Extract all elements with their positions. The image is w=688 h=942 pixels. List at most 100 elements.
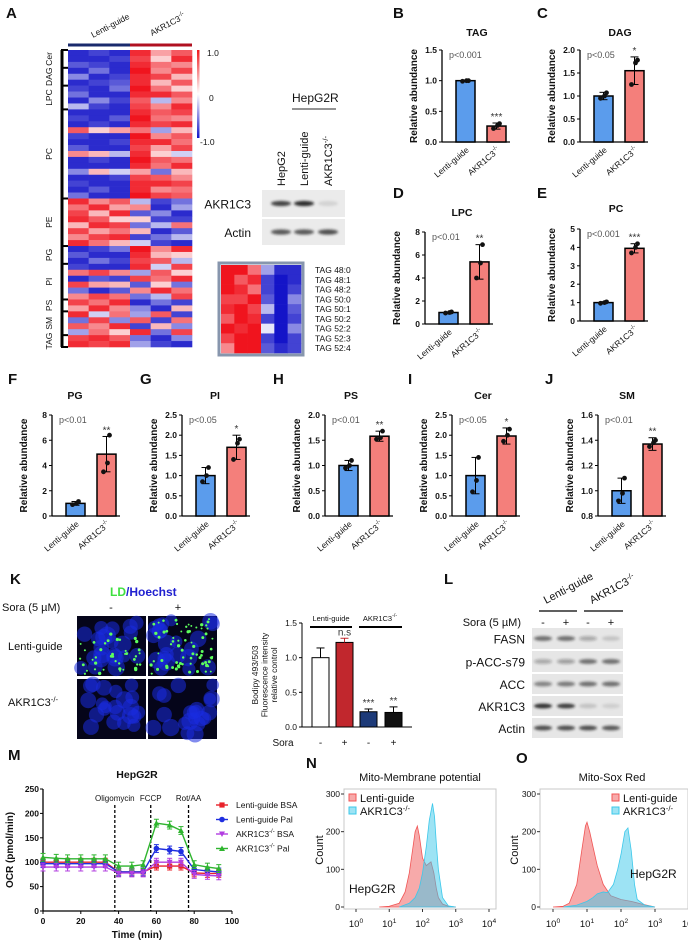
heatmap-cell <box>88 145 110 152</box>
blot-row-label: p-ACC-s79 <box>466 656 526 670</box>
nucleus <box>93 639 110 656</box>
heatmap-cell <box>150 145 172 152</box>
y-tick-label: 2 <box>42 486 47 496</box>
heatmap-cell <box>109 73 131 80</box>
significance-marker: *** <box>363 698 375 709</box>
heatmap-cell <box>109 335 131 342</box>
chart-title: Mito-Sox Red <box>579 772 646 784</box>
x-tick-label: Lenti-guide <box>42 519 81 554</box>
x-tick-label: 102​ <box>614 918 629 930</box>
panel-label: M <box>8 747 21 764</box>
heatmap-cell <box>274 343 288 354</box>
heatmap-cell <box>171 257 193 265</box>
panel-A-western-blot: HepG2RHepG2Lenti-guideAKR1C3-/-​AKR1C3Ac… <box>204 91 345 245</box>
heatmap-cell <box>109 287 131 294</box>
heatmap-cell <box>234 304 248 315</box>
blot-band <box>557 636 575 641</box>
heatmap-cell <box>68 228 89 235</box>
heatmap-cell <box>130 329 151 336</box>
y-tick-label: 0 <box>34 906 39 916</box>
tag-row-label: TAG 52:2 <box>315 324 351 334</box>
lane-label: HepG2 <box>276 151 288 186</box>
y-tick-label: 100 <box>522 864 536 874</box>
panel-K-bar-chart: 0.0 0.5 1.0 1.5 Bodipy 493/503 Fluorescence i… <box>250 613 412 749</box>
data-point <box>177 827 184 833</box>
data-point <box>177 859 184 866</box>
injection-label: Rot/AA <box>176 794 202 803</box>
legend-label: Lenti-guide Pal <box>236 815 293 825</box>
lipid-droplet <box>207 660 211 664</box>
heatmap-cell <box>171 192 193 199</box>
tag-row-label: TAG 48:0 <box>315 265 351 275</box>
heatmap-cell <box>287 284 302 295</box>
data-point <box>107 432 112 438</box>
nucleus <box>182 662 196 676</box>
p-value: p<0.05 <box>587 50 615 60</box>
heatmap-cell <box>130 91 151 98</box>
heatmap-cell <box>88 305 110 312</box>
heatmap-cell <box>130 139 151 146</box>
heatmap-cell <box>261 294 275 305</box>
heatmap-cell <box>88 192 110 199</box>
data-point <box>204 872 211 879</box>
x-tick-label: AKR1C3-/-​ <box>449 327 485 360</box>
heatmap-cell <box>109 311 131 318</box>
heatmap-cell <box>130 287 151 294</box>
heatmap-cell <box>171 73 193 80</box>
heatmap-cell <box>130 198 151 205</box>
heatmap-cell <box>221 333 235 344</box>
lipid-droplet <box>171 640 175 643</box>
y-tick-label: 2 <box>415 296 420 306</box>
heatmap-cell <box>150 323 172 330</box>
x-tick-label: AKR1C3-/-​ <box>604 324 640 357</box>
heatmap-cell <box>150 180 172 187</box>
heatmap-cell <box>68 204 89 211</box>
lipid-droplet <box>118 638 122 642</box>
heatmap-cell <box>171 281 193 288</box>
x-tick-label: 80 <box>189 916 199 926</box>
x-axis-label: Time (min) <box>112 930 162 941</box>
heatmap-cell <box>287 304 302 315</box>
lipid-droplet <box>149 663 153 667</box>
bar <box>593 95 614 143</box>
heatmap-cell <box>68 174 89 181</box>
blot-band <box>271 229 291 235</box>
chart-title: PC <box>609 203 624 215</box>
lipid-droplet <box>177 639 180 642</box>
heatmap-cell <box>130 323 151 330</box>
blot-band <box>534 725 552 731</box>
heatmap-cell <box>150 162 172 170</box>
data-point <box>635 241 640 247</box>
heatmap-cell <box>274 304 288 315</box>
y-tick-label: 0.5 <box>435 491 447 501</box>
heatmap-cell <box>287 274 302 285</box>
nucleus <box>82 718 99 735</box>
lipid-droplet <box>157 635 161 639</box>
heatmap-cell <box>130 109 151 116</box>
heatmap-cell <box>150 263 172 271</box>
y-tick-label: 0 <box>415 319 420 329</box>
heatmap-cell <box>109 97 131 104</box>
heatmap-cell <box>247 343 262 354</box>
heatmap-cell <box>109 222 131 229</box>
panel-label: C <box>537 5 548 22</box>
y-axis-label: Relative abundance <box>292 418 303 512</box>
legend-label: AKR1C3-/-​ BSA <box>236 829 294 839</box>
data-point <box>115 870 122 876</box>
lipid-droplet <box>162 619 165 622</box>
data-point <box>70 502 75 508</box>
heatmap-cell <box>287 294 302 305</box>
heatmap-cell <box>261 313 275 324</box>
heatmap-cell <box>150 305 172 312</box>
heatmap-cell <box>68 180 89 187</box>
row-group-label: PC <box>44 148 54 160</box>
heatmap-cell <box>88 198 110 205</box>
heatmap-cell <box>130 127 151 134</box>
nucleus <box>156 706 172 723</box>
text-part: AKR1C3 <box>148 13 182 37</box>
heatmap-cell <box>68 127 89 134</box>
heatmap-cell <box>171 251 193 259</box>
heatmap-cell <box>130 133 151 140</box>
blot-band <box>579 703 597 709</box>
heatmap-cell <box>88 293 110 300</box>
